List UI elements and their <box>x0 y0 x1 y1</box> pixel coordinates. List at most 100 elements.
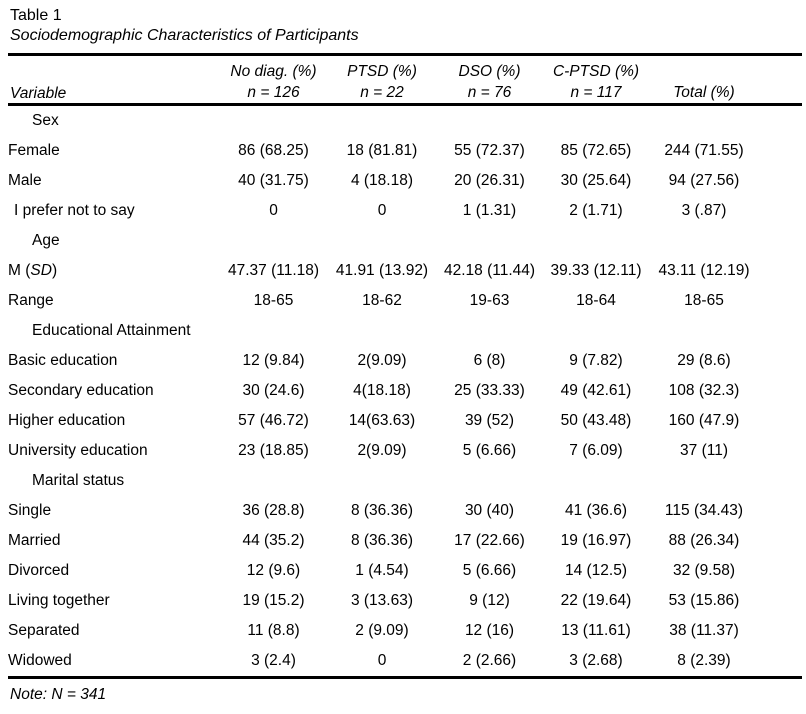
cell-value: 12 (9.6) <box>246 562 301 579</box>
cell-value <box>650 316 758 346</box>
cell-value: 3 (2.68) <box>569 652 623 669</box>
row-label: Male <box>8 172 42 189</box>
cell-value: 4 (18.18) <box>350 172 414 189</box>
cell-value: 3 (.87) <box>681 202 727 219</box>
cell-value: 5 (6.66) <box>462 442 517 459</box>
table-title: Sociodemographic Characteristics of Part… <box>10 27 359 44</box>
sociodemographic-table: Variable No diag. (%) n = 126 PTSD (%) n… <box>8 53 802 679</box>
cell-value <box>650 105 758 137</box>
section-label: Age <box>32 232 60 249</box>
table-row: Secondary education 30 (24.6) 4(18.18) 25 (… <box>8 376 802 406</box>
cell-value: 44 (35.2) <box>242 532 305 549</box>
column-header-line2: Total (%) <box>673 84 735 101</box>
cell-value <box>327 226 437 256</box>
cell-value: 25 (33.33) <box>454 382 525 399</box>
cell-value: 36 (28.8) <box>242 502 305 519</box>
spacer-cell <box>758 376 802 406</box>
cell-value: 18-62 <box>362 292 402 309</box>
section-row: Age <box>8 226 802 256</box>
row-label: Secondary education <box>8 382 154 399</box>
row-label: I prefer not to say <box>14 202 135 219</box>
table-row: University education 23 (18.85) 2(9.09) 5 (… <box>8 436 802 466</box>
cell-value: 2(9.09) <box>357 352 407 369</box>
cell-value: 3 (2.4) <box>251 652 296 669</box>
cell-value: 17 (22.66) <box>454 532 525 549</box>
cell-value <box>650 466 758 496</box>
table-row: I prefer not to say 0 0 1 (1.31) 2 (1.71) 3 (… <box>8 196 802 226</box>
column-header-total: Total (%) <box>650 54 758 106</box>
section-label: Educational Attainment <box>32 322 191 339</box>
cell-value: 8 (36.36) <box>350 502 414 519</box>
italic-label-segment: SD <box>30 262 52 279</box>
spacer-cell <box>758 346 802 376</box>
spacer-cell <box>758 166 802 196</box>
cell-value: 2 (9.09) <box>355 622 409 639</box>
row-label: Range <box>8 292 54 309</box>
row-label: Separated <box>8 622 80 639</box>
header-row: Variable No diag. (%) n = 126 PTSD (%) n… <box>8 54 802 106</box>
spacer-cell <box>758 556 802 586</box>
cell-value: 4(18.18) <box>353 382 411 399</box>
table-header: Variable No diag. (%) n = 126 PTSD (%) n… <box>8 54 802 106</box>
cell-value: 0 <box>377 652 387 669</box>
cell-value: 7 (6.09) <box>569 442 623 459</box>
cell-value: 18 (81.81) <box>346 142 418 159</box>
table-label: Table 1 <box>10 7 62 24</box>
section-label: Sex <box>32 112 59 129</box>
section-row: Educational Attainment <box>8 316 802 346</box>
cell-value <box>220 105 327 137</box>
cell-value: 8 (2.39) <box>677 652 731 669</box>
cell-value: 49 (42.61) <box>560 382 632 399</box>
spacer-cell <box>758 286 802 316</box>
table-row: Separated 11 (8.8) 2 (9.09) 12 (16) 13 (11.6… <box>8 616 802 646</box>
cell-value: 30 (24.6) <box>242 382 305 399</box>
column-header-line1: C-PTSD (%) <box>552 63 640 80</box>
column-header-line1: DSO (%) <box>458 63 521 80</box>
row-label: Female <box>8 142 60 159</box>
cell-value <box>327 105 437 137</box>
cell-value: 3 (13.63) <box>350 592 414 609</box>
cell-value: 85 (72.65) <box>560 142 632 159</box>
cell-value: 2(9.09) <box>357 442 407 459</box>
cell-value: 9 (12) <box>469 592 510 609</box>
cell-value: 108 (32.3) <box>668 382 740 399</box>
cell-value: 94 (27.56) <box>668 172 740 189</box>
cell-value: 5 (6.66) <box>462 562 517 579</box>
cell-value: 47.37 (11.18) <box>227 262 320 279</box>
spacer-cell <box>758 136 802 166</box>
row-label: Basic education <box>8 352 118 369</box>
cell-value: 88 (26.34) <box>668 532 740 549</box>
row-label: University education <box>8 442 148 459</box>
cell-value <box>542 105 650 137</box>
table-row: Female 86 (68.25) 18 (81.81) 55 (72.37) 85 (… <box>8 136 802 166</box>
cell-value: 41 (36.6) <box>564 502 628 519</box>
cell-value <box>327 466 437 496</box>
cell-value: 14(63.63) <box>348 412 416 429</box>
cell-value: 0 <box>269 202 278 219</box>
cell-value <box>437 105 542 137</box>
spacer-cell <box>758 316 802 346</box>
spacer-cell <box>758 646 802 678</box>
cell-value: 30 (25.64) <box>560 172 632 189</box>
table-row: Single 36 (28.8) 8 (36.36) 30 (40) 41 (36.6)… <box>8 496 802 526</box>
cell-value: 115 (34.43) <box>664 502 744 519</box>
cell-value: 53 (15.86) <box>668 592 740 609</box>
spacer-cell <box>758 105 802 137</box>
column-header-no-diag: No diag. (%) n = 126 <box>220 54 327 106</box>
column-header-line2: n = 22 <box>360 84 404 101</box>
column-header-line2: n = 76 <box>467 84 512 101</box>
spacer-cell <box>758 436 802 466</box>
cell-value: 20 (26.31) <box>454 172 525 189</box>
cell-value: 9 (7.82) <box>569 352 623 369</box>
cell-value: 39.33 (12.11) <box>550 262 642 279</box>
cell-value: 0 <box>377 202 387 219</box>
cell-value: 18-64 <box>576 292 616 309</box>
cell-value: 19-63 <box>469 292 510 309</box>
table-row: Higher education 57 (46.72) 14(63.63) 39 (5… <box>8 406 802 436</box>
cell-value: 41.91 (13.92) <box>335 262 429 279</box>
column-header-line2: n = 126 <box>247 84 300 101</box>
section-row: Sex <box>8 105 802 137</box>
cell-value: 12 (9.84) <box>242 352 305 369</box>
spacer-cell <box>758 466 802 496</box>
